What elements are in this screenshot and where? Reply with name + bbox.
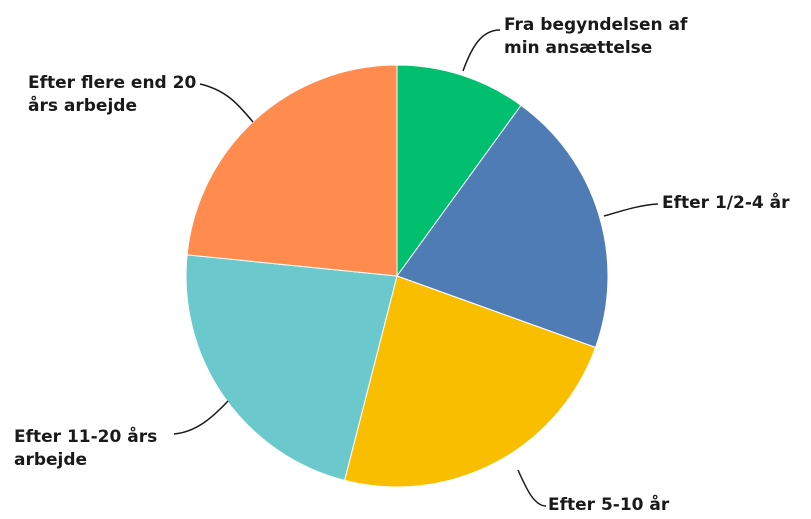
slice-label-4: Efter flere end 20 års arbejde [28, 73, 197, 116]
leader-line-4 [199, 83, 254, 123]
pie-slice-4 [186, 64, 398, 277]
pie-slices [185, 64, 609, 488]
leader-line-3 [173, 400, 229, 435]
leader-line-2 [517, 469, 547, 507]
slice-label-0: Fra begyndelsen af min ansættelse [504, 15, 688, 58]
leader-line-0 [462, 29, 501, 72]
leader-lines [173, 29, 659, 507]
pie-slice-3 [185, 254, 398, 481]
slice-label-3: Efter 11-20 års arbejde [14, 427, 158, 470]
slice-label-1: Efter 1/2-4 år [662, 193, 790, 213]
pie-slice-2 [343, 275, 597, 488]
pie-slice-0 [396, 64, 522, 278]
leader-line-1 [603, 203, 659, 217]
pie-slice-1 [396, 104, 609, 349]
slice-label-2: Efter 5-10 år [548, 495, 670, 515]
